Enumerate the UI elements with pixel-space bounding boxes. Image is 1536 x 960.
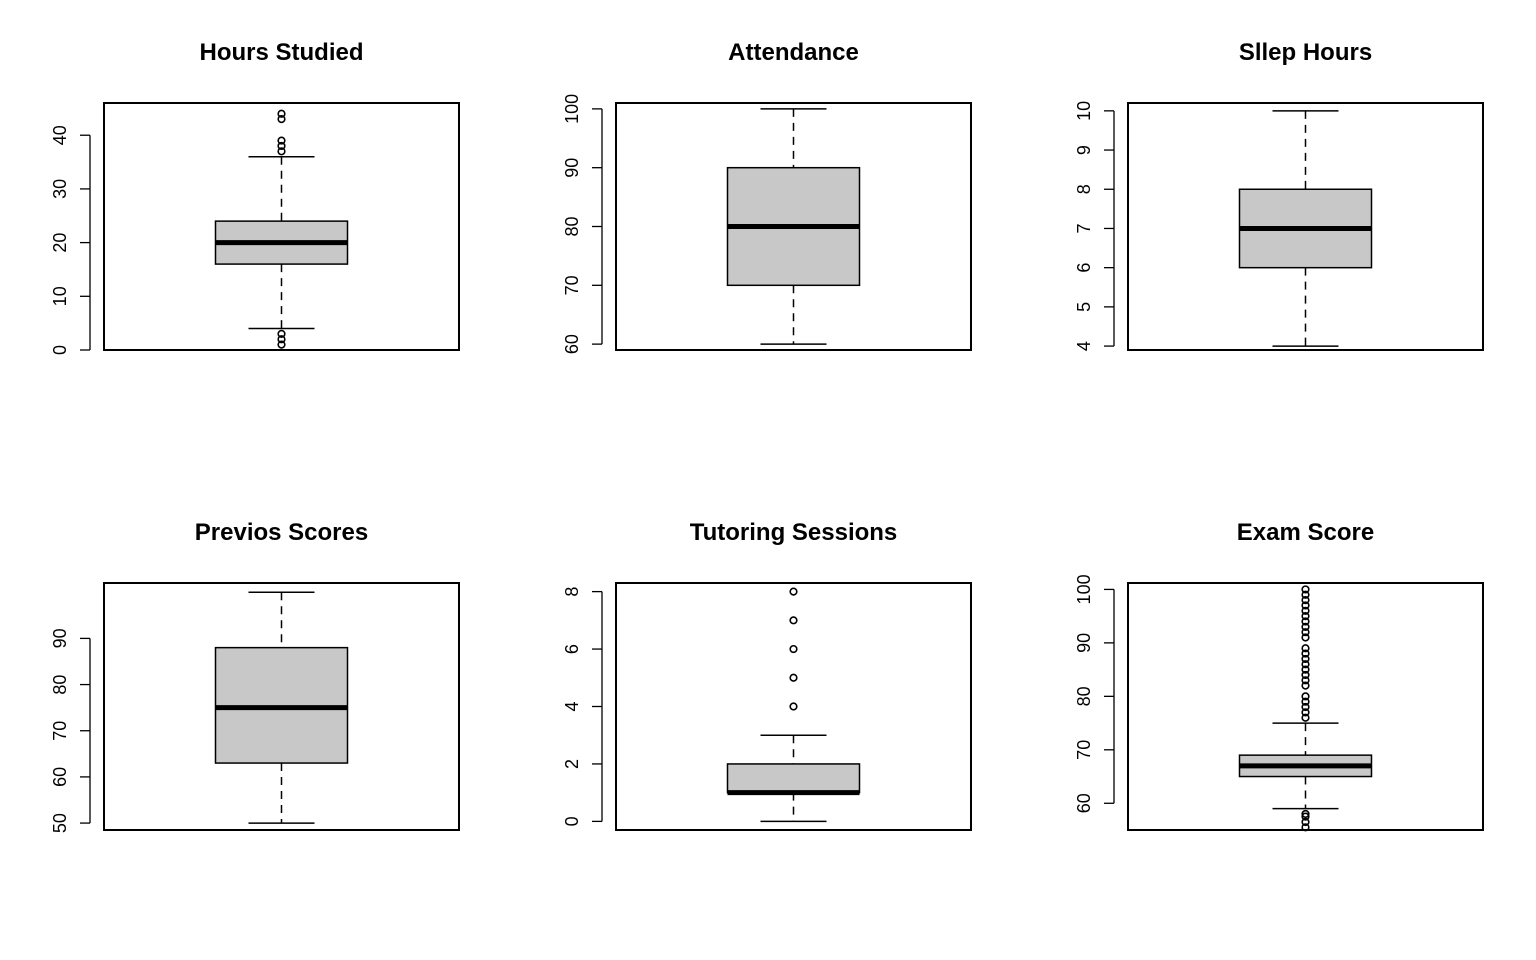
y-tick-label: 30	[50, 179, 70, 199]
y-tick-label: 70	[50, 721, 70, 741]
outlier-point	[1301, 622, 1310, 631]
y-tick-label: 60	[1074, 793, 1094, 813]
boxplot-panel: Hours Studied 0 10 20 30 40	[50, 39, 460, 355]
y-tick-label: 60	[50, 767, 70, 787]
outlier-point	[789, 644, 798, 654]
outlier-point	[1301, 596, 1310, 605]
chart-title: Sllep Hours	[1239, 39, 1372, 66]
outlier-point	[277, 147, 286, 156]
outlier-point	[1301, 812, 1310, 821]
y-tick-label: 8	[1074, 184, 1094, 194]
plot-frame	[103, 582, 460, 831]
outlier-point	[1301, 590, 1310, 599]
outlier-point	[1301, 585, 1310, 594]
outlier-point	[789, 702, 798, 711]
outlier-point	[1301, 660, 1310, 669]
chart-title: Tutoring Sessions	[690, 519, 898, 546]
y-tick-label: 100	[1074, 574, 1094, 604]
outlier-point	[1301, 702, 1310, 712]
chart-title: Previos Scores	[195, 519, 368, 546]
chart-title: Hours Studied	[199, 39, 363, 66]
y-tick-label: 6	[1074, 263, 1094, 273]
outlier-point	[277, 141, 286, 151]
outlier-point	[1301, 617, 1310, 626]
y-tick-label: 70	[562, 275, 582, 295]
outlier-point	[1301, 654, 1310, 664]
y-tick-label: 4	[1074, 341, 1094, 351]
outlier-point	[277, 329, 286, 338]
outlier-point	[789, 587, 798, 596]
y-tick-label: 6	[562, 644, 582, 654]
chart-title: Exam Score	[1237, 519, 1374, 546]
y-tick-label: 20	[50, 233, 70, 253]
y-tick-label: 80	[50, 675, 70, 695]
outlier-point	[1301, 809, 1310, 819]
y-tick-label: 7	[1074, 223, 1094, 233]
y-tick-label: 4	[562, 701, 582, 711]
y-tick-label: 50	[50, 813, 70, 833]
outlier-point	[1301, 692, 1310, 701]
outlier-point	[277, 340, 286, 349]
outlier-point	[789, 616, 798, 625]
outlier-point	[1301, 681, 1310, 690]
plot-frame	[1127, 102, 1484, 351]
y-tick-label: 80	[562, 216, 582, 236]
outlier-point	[277, 335, 286, 344]
outlier-point	[1301, 665, 1310, 674]
y-tick-label: 90	[1074, 633, 1094, 653]
outlier-point	[1301, 697, 1310, 706]
y-tick-label: 70	[1074, 740, 1094, 760]
y-tick-label: 5	[1074, 302, 1094, 312]
outlier-point	[1301, 670, 1310, 680]
outlier-point	[277, 115, 286, 124]
y-tick-label: 100	[562, 94, 582, 124]
boxplot-panel: Exam Score 60 70 80 90 100	[1074, 519, 1484, 832]
y-tick-label: 90	[562, 158, 582, 178]
y-tick-label: 0	[562, 816, 582, 826]
boxplot-panel: Attendance 60 70 80 90 100	[562, 39, 972, 354]
plot-frame	[615, 102, 972, 351]
y-tick-label: 40	[50, 125, 70, 145]
outlier-point	[277, 109, 286, 118]
y-tick-label: 0	[50, 345, 70, 355]
plot-frame	[615, 582, 972, 831]
outlier-point	[1301, 817, 1310, 827]
outlier-point	[277, 136, 286, 145]
y-tick-label: 60	[562, 334, 582, 354]
y-tick-label: 9	[1074, 145, 1094, 155]
chart-title: Attendance	[728, 39, 859, 66]
outlier-point	[1301, 612, 1310, 621]
outlier-point	[1301, 644, 1310, 653]
outlier-point	[1301, 633, 1310, 642]
boxplot-panel: Sllep Hours 4 5 6 7 8 9 10	[1074, 39, 1484, 351]
outlier-point	[1301, 601, 1310, 610]
outlier-point	[1301, 823, 1310, 832]
boxplot-panel: Previos Scores 50 60 70 80 90	[50, 519, 460, 833]
outlier-point	[789, 673, 798, 682]
outlier-point	[1301, 606, 1310, 615]
y-tick-label: 10	[1074, 101, 1094, 121]
outlier-point	[1301, 649, 1310, 658]
iqr-box	[726, 763, 861, 794]
y-tick-label: 2	[562, 759, 582, 769]
outlier-point	[1301, 628, 1310, 637]
y-tick-label: 10	[50, 286, 70, 306]
y-tick-label: 80	[1074, 686, 1094, 706]
outlier-point	[1301, 676, 1310, 685]
outlier-point	[1301, 713, 1310, 722]
y-tick-label: 90	[50, 628, 70, 648]
boxplot-panel: Tutoring Sessions 0 2 4 6 8	[562, 519, 972, 831]
plot-frame	[103, 102, 460, 351]
y-tick-label: 8	[562, 587, 582, 597]
outlier-point	[1301, 708, 1310, 717]
